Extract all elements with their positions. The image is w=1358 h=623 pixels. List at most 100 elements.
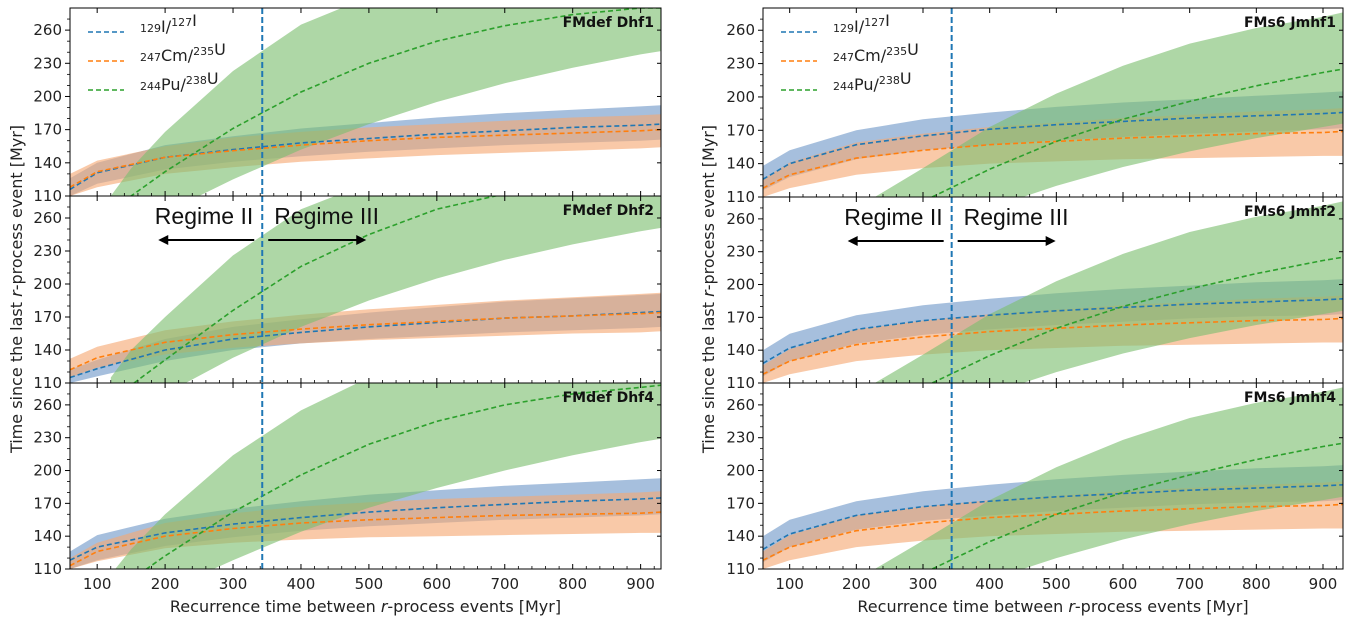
x-tick-label: 300 bbox=[909, 575, 938, 593]
panel-label: FMs6 Jmhf4 bbox=[1244, 390, 1336, 406]
y-tick-label: 260 bbox=[33, 396, 62, 414]
y-tick-label: 230 bbox=[33, 429, 62, 447]
x-tick-label: 400 bbox=[287, 575, 316, 593]
y-tick-label: 140 bbox=[726, 527, 755, 545]
plot-area bbox=[70, 383, 661, 569]
panel-label: FMs6 Jmhf1 bbox=[1244, 15, 1336, 31]
x-tick-label: 100 bbox=[775, 575, 804, 593]
panel-6: 110 140 170 200 230 260 100 200 300 400 500 600 700 8… bbox=[726, 382, 1344, 616]
series-line-iodine bbox=[70, 497, 661, 561]
x-tick-label: 800 bbox=[1242, 575, 1271, 593]
y-tick-label: 110 bbox=[726, 374, 755, 392]
legend-entry: 129I/127I bbox=[833, 11, 890, 36]
y-tick-label: 200 bbox=[33, 462, 62, 480]
legend-entry: 247Cm/235U bbox=[140, 40, 226, 65]
y-tick-label: 260 bbox=[726, 210, 755, 228]
x-tick-label: 900 bbox=[1309, 575, 1338, 593]
x-tick-label: 800 bbox=[558, 575, 587, 593]
y-tick-label: 170 bbox=[726, 494, 755, 512]
regime-right-label: Regime III bbox=[274, 203, 379, 229]
y-tick-label: 230 bbox=[726, 243, 755, 261]
panel-label: FMdef Dhf2 bbox=[563, 203, 654, 219]
panel-label: FMdef Dhf4 bbox=[563, 390, 655, 406]
axes-frame bbox=[762, 382, 1344, 570]
legend: 129I/127I 247Cm/235U 244Pu/238U bbox=[781, 11, 919, 94]
series-line-plutonium bbox=[132, 196, 499, 383]
y-axis-label: Time since the last r-process event [Myr… bbox=[7, 125, 26, 454]
y-tick-label: 200 bbox=[33, 275, 62, 293]
panel-label: FMdef Dhf1 bbox=[563, 15, 654, 31]
y-tick-label: 110 bbox=[33, 560, 62, 578]
band-plutonium bbox=[874, 201, 1343, 383]
y-tick-label: 200 bbox=[726, 276, 755, 294]
y-tick-label: 110 bbox=[33, 374, 62, 392]
x-tick-label: 400 bbox=[975, 575, 1004, 593]
series-line-curium bbox=[70, 511, 661, 567]
series-line-curium bbox=[763, 317, 1343, 375]
band-curium bbox=[70, 292, 661, 378]
y-tick-label: 110 bbox=[726, 560, 755, 578]
y-tick-label: 140 bbox=[33, 527, 62, 545]
y-axis-label: Time since the last r-process event [Myr… bbox=[699, 125, 718, 454]
series-line-plutonium bbox=[930, 68, 1343, 197]
x-axis-label: Recurrence time between r-process events… bbox=[857, 597, 1248, 616]
band-plutonium bbox=[110, 196, 661, 383]
legend-entry: 244Pu/238U bbox=[140, 69, 219, 94]
y-tick-label: 170 bbox=[33, 308, 62, 326]
band-plutonium bbox=[874, 12, 1343, 197]
regime-right-label: Regime III bbox=[964, 204, 1069, 230]
x-tick-label: 200 bbox=[842, 575, 871, 593]
x-tick-label: 900 bbox=[626, 575, 655, 593]
y-tick-label: 200 bbox=[726, 88, 755, 106]
band-curium bbox=[70, 491, 661, 569]
legend: 129I/127I 247Cm/235U 244Pu/238U bbox=[88, 11, 226, 94]
series-line-iodine bbox=[70, 123, 661, 191]
x-tick-label: 600 bbox=[423, 575, 452, 593]
arrow-left-head bbox=[847, 236, 858, 246]
series-line-plutonium bbox=[130, 8, 661, 196]
panel-label: FMs6 Jmhf2 bbox=[1244, 204, 1336, 220]
series-line-plutonium bbox=[145, 384, 661, 569]
regime-annotation: Regime II Regime III bbox=[844, 204, 1068, 246]
plot-area bbox=[70, 196, 661, 383]
y-tick-label: 140 bbox=[726, 155, 755, 173]
y-tick-label: 260 bbox=[33, 21, 62, 39]
series-line-curium bbox=[70, 311, 661, 371]
y-tick-label: 170 bbox=[33, 121, 62, 139]
plot-area bbox=[70, 8, 661, 196]
series-line-curium bbox=[763, 503, 1343, 561]
series-line-curium bbox=[70, 128, 661, 188]
x-tick-label: 700 bbox=[490, 575, 519, 593]
panel-3: 110 140 170 200 230 260 100 200 300 400 500 600 700 8… bbox=[33, 382, 662, 616]
y-tick-label: 260 bbox=[726, 21, 755, 39]
arrow-right-head bbox=[1045, 236, 1056, 246]
y-tick-label: 200 bbox=[726, 462, 755, 480]
panel-5: 110 140 170 200 230 260 FMs6 Jmhf2 Regime II Reg… bbox=[726, 196, 1344, 392]
y-tick-label: 260 bbox=[33, 209, 62, 227]
panel-1: 110 140 170 200 230 260 FMdef Dhf1 129I/127I 247… bbox=[33, 7, 662, 205]
y-tick-label: 170 bbox=[726, 308, 755, 326]
x-axis-label: Recurrence time between r-process events… bbox=[170, 597, 561, 616]
y-tick-label: 170 bbox=[33, 494, 62, 512]
plot-area bbox=[763, 8, 1343, 197]
y-tick-label: 110 bbox=[726, 188, 755, 206]
y-tick-label: 140 bbox=[33, 154, 62, 172]
regime-left-label: Regime II bbox=[155, 203, 253, 229]
legend-entry: 129I/127I bbox=[140, 11, 197, 36]
y-tick-label: 230 bbox=[33, 242, 62, 260]
regime-annotation: Regime II Regime III bbox=[155, 203, 379, 245]
plot-area bbox=[763, 383, 1343, 569]
series-line-iodine bbox=[763, 111, 1343, 180]
legend-entry: 247Cm/235U bbox=[833, 40, 919, 65]
series-line-iodine bbox=[763, 298, 1343, 364]
x-tick-label: 500 bbox=[355, 575, 384, 593]
plot-area bbox=[763, 197, 1343, 383]
x-tick-label: 500 bbox=[1042, 575, 1071, 593]
x-tick-label: 700 bbox=[1175, 575, 1204, 593]
series-line-plutonium bbox=[930, 256, 1343, 383]
series-line-plutonium bbox=[930, 442, 1343, 569]
x-tick-label: 200 bbox=[151, 575, 180, 593]
panel-4: 110 140 170 200 230 260 FMs6 Jmhf1 129I/127I 247… bbox=[726, 7, 1344, 206]
axes-frame bbox=[69, 382, 662, 570]
y-tick-label: 140 bbox=[726, 341, 755, 359]
